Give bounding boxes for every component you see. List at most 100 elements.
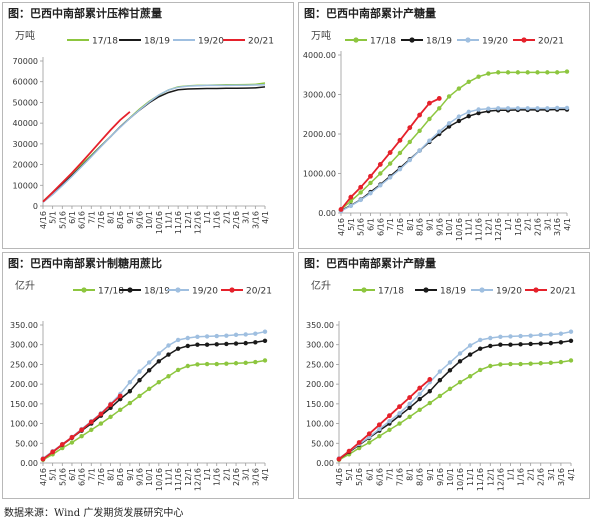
legend-marker: [361, 287, 367, 293]
data-point: [127, 400, 133, 406]
chart-panel-cane-crushing: 图：巴西中南部累计压榨甘蔗量 万吨 17/18 18/19 19/20 20/21 0 10…: [2, 2, 294, 249]
x-tick-label: 9/16: [136, 211, 145, 229]
data-point: [108, 414, 113, 420]
x-tick-label: 1/1: [203, 211, 212, 224]
legend-marker: [521, 37, 527, 43]
data-point: [525, 70, 530, 75]
x-tick-label: 9/1: [426, 468, 435, 481]
x-tick-label: 1/1: [504, 218, 513, 231]
legend-marker: [175, 287, 181, 293]
legend-label: 20/21: [538, 37, 564, 47]
legend-label: 18/19: [426, 37, 452, 47]
data-point: [137, 369, 142, 374]
data-point: [243, 360, 248, 366]
series-line-20-21: [338, 378, 431, 460]
data-point: [378, 183, 383, 188]
y-tick-label: 150.00: [306, 400, 334, 409]
x-tick-label: 9/1: [126, 211, 135, 224]
data-point: [175, 337, 181, 343]
legend-label: 20/21: [248, 37, 274, 47]
x-tick-label: 1/1: [506, 468, 515, 481]
chart-title: 图：巴西中南部累计产醇量: [304, 257, 436, 270]
data-point: [338, 207, 344, 212]
data-point: [528, 361, 533, 366]
y-tick-label: 40000: [13, 119, 38, 128]
data-point: [397, 404, 402, 410]
data-point: [427, 377, 433, 382]
x-tick-label: 9/16: [136, 468, 145, 486]
x-tick-label: 5/1: [347, 218, 356, 231]
data-point: [548, 360, 554, 366]
data-point: [397, 150, 403, 156]
data-point: [407, 401, 412, 407]
x-tick-label: 3/1: [543, 218, 552, 231]
data-point: [558, 331, 564, 336]
data-point: [548, 332, 554, 337]
data-point: [478, 337, 483, 343]
data-point: [117, 393, 123, 399]
y-tick-label: 50.00: [15, 439, 38, 448]
data-point: [348, 198, 354, 204]
legend-label: 19/20: [496, 287, 522, 297]
y-tick-label: 50.00: [311, 439, 334, 448]
unit-label: 亿升: [15, 279, 35, 292]
data-point: [175, 367, 181, 373]
data-point: [538, 332, 543, 338]
data-point: [233, 341, 239, 346]
data-point: [518, 333, 523, 339]
data-point: [407, 405, 412, 410]
x-tick-label: 11/16: [476, 468, 485, 491]
x-tick-label: 12/1: [484, 218, 493, 236]
data-point: [407, 395, 413, 400]
x-tick-label: 10/1: [145, 468, 154, 486]
x-tick-label: 1/1: [203, 468, 212, 481]
data-point: [518, 361, 523, 367]
y-tick-label: 10000: [13, 181, 38, 190]
x-tick-label: 12/16: [193, 211, 202, 234]
legend-marker: [423, 287, 429, 293]
y-tick-label: 200.00: [10, 380, 38, 389]
x-tick-label: 10/16: [455, 218, 464, 241]
legend-label: 19/20: [482, 37, 508, 47]
data-point: [358, 190, 363, 195]
data-point: [407, 125, 413, 131]
data-point: [224, 361, 229, 366]
data-point: [348, 194, 354, 200]
data-point: [466, 109, 471, 115]
data-point: [127, 379, 133, 385]
data-point: [417, 391, 422, 397]
unit-label: 万吨: [15, 29, 35, 42]
x-tick-label: 4/16: [39, 468, 48, 486]
data-point: [417, 148, 422, 153]
unit-label: 万吨: [311, 29, 331, 42]
series-line-17-18: [338, 359, 572, 461]
y-tick-label: 0.00: [318, 209, 336, 218]
legend-marker: [479, 287, 485, 293]
data-point: [478, 367, 483, 373]
x-tick-label: 11/1: [465, 218, 474, 236]
legend-label: 19/20: [198, 37, 224, 47]
legend-marker: [81, 287, 87, 293]
x-tick-label: 7/1: [87, 468, 96, 481]
x-tick-label: 8/1: [107, 468, 116, 481]
data-point: [214, 333, 219, 339]
x-tick-label: 1/16: [213, 468, 222, 486]
legend-label: 18/19: [144, 287, 170, 297]
data-point: [377, 162, 383, 167]
data-point: [528, 341, 533, 347]
data-point: [437, 369, 443, 374]
data-point: [262, 358, 268, 363]
data-point: [185, 335, 190, 341]
data-point: [457, 359, 463, 364]
data-point: [368, 180, 373, 186]
legend-label: 19/20: [192, 287, 218, 297]
data-point: [498, 342, 503, 347]
data-point: [262, 338, 268, 343]
data-point: [378, 171, 383, 176]
x-tick-label: 6/1: [365, 468, 374, 481]
x-tick-label: 10/1: [445, 218, 454, 236]
x-tick-label: 12/16: [494, 218, 503, 241]
legend-label: 18/19: [440, 287, 466, 297]
data-point: [195, 342, 200, 347]
data-point: [486, 71, 491, 76]
